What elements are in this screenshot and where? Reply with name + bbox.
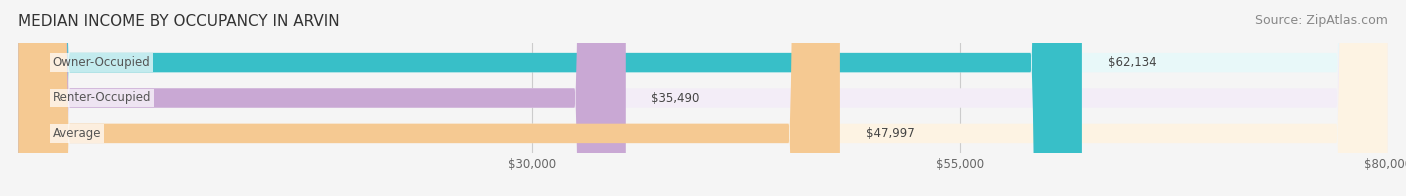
Text: Renter-Occupied: Renter-Occupied (52, 92, 150, 104)
Text: $35,490: $35,490 (651, 92, 700, 104)
Text: Owner-Occupied: Owner-Occupied (52, 56, 150, 69)
Text: Average: Average (52, 127, 101, 140)
Text: $47,997: $47,997 (866, 127, 914, 140)
FancyBboxPatch shape (18, 0, 1388, 196)
Text: $62,134: $62,134 (1108, 56, 1156, 69)
Text: MEDIAN INCOME BY OCCUPANCY IN ARVIN: MEDIAN INCOME BY OCCUPANCY IN ARVIN (18, 14, 340, 29)
FancyBboxPatch shape (18, 0, 1388, 196)
FancyBboxPatch shape (18, 0, 839, 196)
FancyBboxPatch shape (18, 0, 1388, 196)
FancyBboxPatch shape (18, 0, 626, 196)
FancyBboxPatch shape (18, 0, 1081, 196)
Text: Source: ZipAtlas.com: Source: ZipAtlas.com (1254, 14, 1388, 27)
